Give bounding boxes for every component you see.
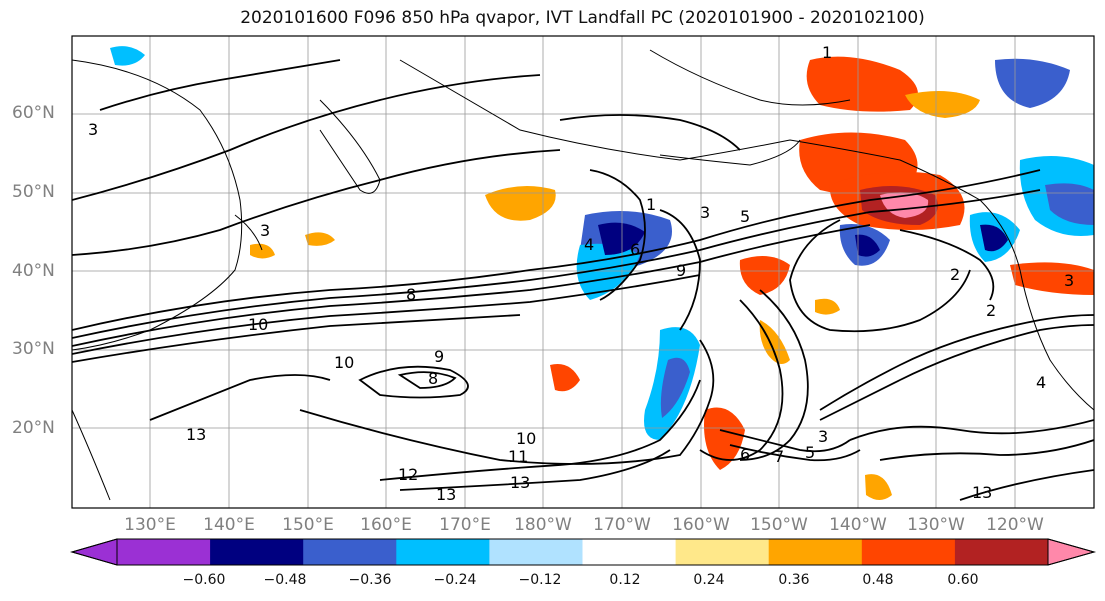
- anomaly-patch-positive: [815, 298, 840, 315]
- contour-label: 9: [434, 347, 444, 366]
- contour-label: 9: [676, 261, 686, 280]
- colorbar-tick-label: 0.48: [862, 572, 894, 588]
- lat-label: 60°N: [12, 103, 55, 123]
- colorbar-segment: [861, 539, 956, 565]
- contour-label: 10: [516, 429, 536, 448]
- colorbar-tick-label: 0.12: [609, 572, 641, 588]
- colorbar-tick-label: 0.60: [947, 572, 979, 588]
- colorbar-segment: [489, 539, 583, 565]
- anomaly-patch-positive: [880, 192, 929, 218]
- contour-label: 5: [805, 443, 815, 462]
- colorbar-tick-label: 0.36: [778, 572, 810, 588]
- contour-label: 8: [428, 369, 438, 388]
- colorbar-tick-label: −0.36: [348, 572, 392, 588]
- contour-label: 8: [406, 285, 416, 304]
- contour-label: 7: [774, 447, 784, 466]
- colorbar-tick-label: −0.60: [182, 572, 226, 588]
- colorbar-tick-label: −0.48: [263, 572, 307, 588]
- contour-label: 1: [822, 43, 832, 62]
- anomaly-patch-negative: [660, 357, 690, 418]
- colorbar-tick-label: −0.12: [518, 572, 562, 588]
- anomaly-patch-negative: [576, 243, 640, 300]
- anomaly-patch-negative: [980, 224, 1008, 252]
- contour-label: 3: [818, 427, 828, 446]
- contour-label: 10: [248, 315, 268, 334]
- anomaly-patch-negative: [1045, 183, 1094, 225]
- colorbar-extend-low: [70, 538, 118, 566]
- anomaly-patch-positive: [250, 243, 275, 259]
- lat-label: 50°N: [12, 182, 55, 202]
- contour-label: 13: [510, 473, 530, 492]
- colorbar-segment: [396, 539, 490, 565]
- colorbar-segment: [675, 539, 770, 565]
- lon-label: 150°W: [750, 515, 808, 535]
- contour-label: 3: [1064, 271, 1074, 290]
- contour-label: 2: [986, 301, 996, 320]
- anomaly-patch-positive: [485, 186, 556, 221]
- colorbar-segment: [954, 539, 1049, 565]
- plot-frame: [71, 35, 1095, 509]
- lat-label: 40°N: [12, 261, 55, 281]
- lon-label: 180°W: [514, 515, 572, 535]
- anomaly-patch-positive: [759, 320, 790, 364]
- contour-label: 4: [1036, 373, 1046, 392]
- anomaly-patch-positive: [865, 474, 892, 500]
- anomaly-patch-negative: [995, 58, 1070, 108]
- contour-label: 2: [950, 265, 960, 284]
- lat-label: 20°N: [12, 418, 55, 438]
- colorbar-outline: [70, 538, 1096, 566]
- contour-label: 6: [740, 445, 750, 464]
- colorbar-segment: [582, 539, 677, 565]
- anomaly-patch-positive: [739, 256, 790, 295]
- anomaly-patch-negative: [855, 234, 880, 257]
- contour-label: 13: [436, 485, 456, 504]
- colorbar-tick-label: −0.24: [433, 572, 477, 588]
- colorbar-extend-high: [1047, 538, 1096, 566]
- lon-label: 140°W: [829, 515, 887, 535]
- anomaly-patch-positive: [806, 56, 918, 112]
- anomaly-patch-positive: [704, 407, 745, 470]
- lon-label: 160°W: [672, 515, 730, 535]
- colorbar-segment: [303, 539, 397, 565]
- colorbar-segment: [117, 539, 211, 565]
- contour-label: 3: [260, 221, 270, 240]
- anomaly-patch-negative: [110, 46, 145, 66]
- contour-label: 13: [972, 483, 992, 502]
- contour-label: 12: [398, 465, 418, 484]
- contour-label: 3: [700, 203, 710, 222]
- contour-label-group: 1 1 3 3 3 4 5 6 9 10 10 8 9 8 13 10 11 1…: [88, 43, 1074, 504]
- ivt-contours: [72, 59, 1094, 501]
- contour-label: 1: [646, 195, 656, 214]
- lon-label: 150°E: [282, 515, 334, 535]
- lon-label: 120°W: [986, 515, 1044, 535]
- contour-label: 10: [334, 353, 354, 372]
- qvapor-shading: [110, 46, 1094, 500]
- contour-label: 4: [584, 235, 594, 254]
- lon-label: 140°E: [203, 515, 255, 535]
- colorbar-segment: [768, 539, 863, 565]
- anomaly-patch-positive: [905, 91, 980, 118]
- lon-label: 130°W: [907, 515, 965, 535]
- anomaly-patch-positive: [1010, 262, 1094, 295]
- contour-label: 3: [88, 120, 98, 139]
- lat-label: 30°N: [12, 339, 55, 359]
- colorbar-tick-label: 0.24: [693, 572, 725, 588]
- contour-label: 6: [630, 240, 640, 259]
- lon-label: 160°E: [360, 515, 412, 535]
- anomaly-patch-negative: [598, 222, 645, 255]
- lon-label: 170°W: [593, 515, 651, 535]
- anomaly-patch-positive: [550, 364, 580, 392]
- contour-label: 5: [740, 207, 750, 226]
- lon-label: 130°E: [124, 515, 176, 535]
- lon-label: 170°E: [439, 515, 491, 535]
- contour-label: 13: [186, 425, 206, 444]
- colorbar-segment: [210, 539, 304, 565]
- map-title: 2020101600 F096 850 hPa qvapor, IVT Land…: [240, 8, 925, 28]
- contour-label: 11: [508, 447, 528, 466]
- anomaly-patch-positive: [305, 232, 335, 246]
